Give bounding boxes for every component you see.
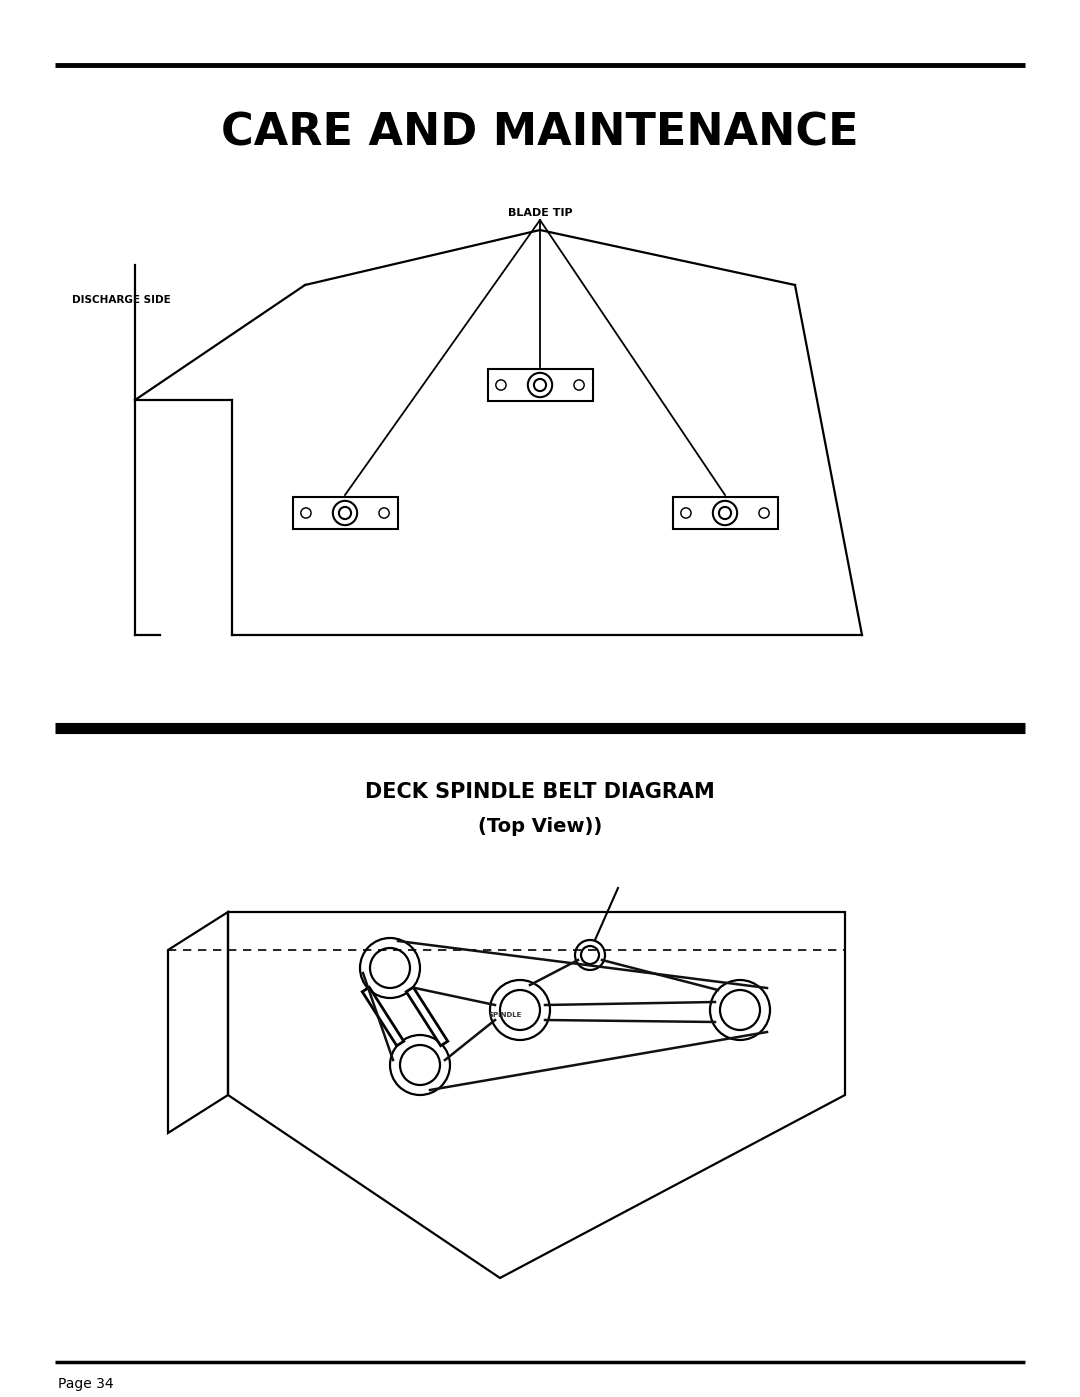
Text: BLADE TIP: BLADE TIP	[508, 208, 572, 218]
Text: (Top View)): (Top View))	[477, 816, 603, 835]
Text: SPINDLE: SPINDLE	[488, 1011, 522, 1018]
Text: DECK SPINDLE BELT DIAGRAM: DECK SPINDLE BELT DIAGRAM	[365, 782, 715, 802]
Text: DISCHARGE SIDE: DISCHARGE SIDE	[72, 295, 171, 305]
Text: Page 34: Page 34	[58, 1377, 113, 1391]
Text: CARE AND MAINTENANCE: CARE AND MAINTENANCE	[221, 112, 859, 155]
Bar	[293, 497, 397, 529]
Bar	[487, 369, 593, 401]
Bar	[673, 497, 778, 529]
